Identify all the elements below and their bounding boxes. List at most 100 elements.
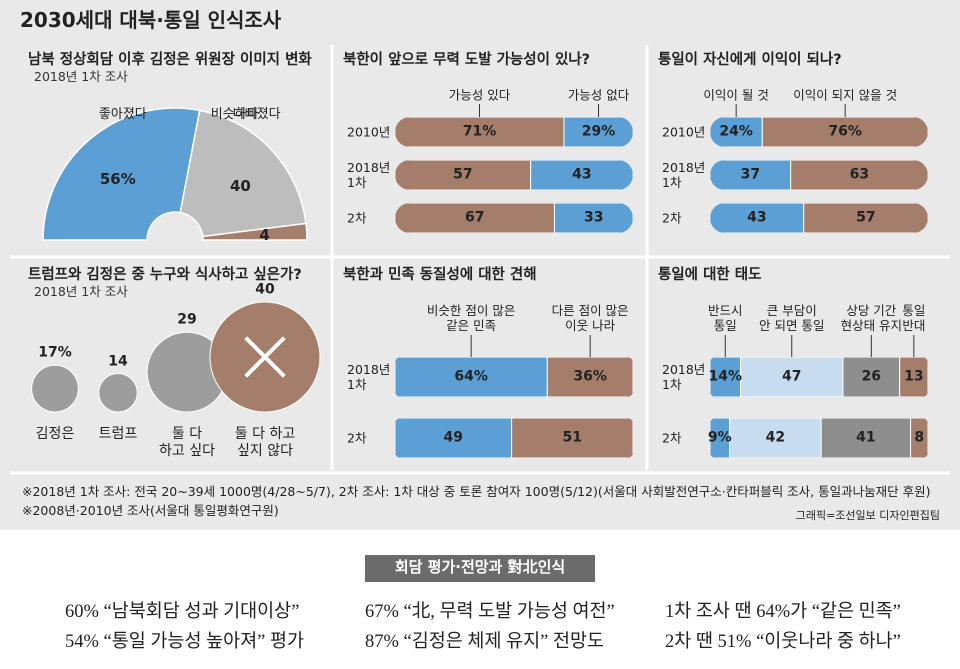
panel-title-block: 북한과 민족 동질성에 대한 견해 (343, 267, 638, 284)
bar-segment (395, 357, 548, 397)
value-label: 37 (740, 166, 761, 183)
category-label: 2018년 1차 (662, 362, 706, 392)
category-label: 2010년 (347, 124, 391, 140)
bar-segment (546, 357, 633, 397)
value-label: 33 (583, 209, 604, 226)
panel-title-block: 북한이 앞으로 무력 도발 가능성이 있나? (343, 52, 638, 69)
value-label: 36% (573, 368, 607, 385)
value-label: 40 (255, 281, 275, 298)
category-label: 2010년 (662, 124, 706, 140)
bar-segment (899, 357, 928, 397)
panel-title-block: 통일이 자신에게 이익이 되나? (658, 52, 953, 69)
value-label: 47 (782, 368, 802, 385)
summary-title: 회담 평가·전망과 對北인식 (394, 558, 566, 576)
bar-segment (803, 203, 928, 233)
note: ※2008년·2010년 조사(서울대 통일평화연구원) (22, 503, 279, 518)
legend-label: 큰 부담이 안 되면 통일 (759, 303, 825, 333)
value-label: 49 (443, 429, 464, 446)
value-label: 43 (747, 209, 767, 226)
value-label: 24% (719, 123, 753, 140)
credit: 그래픽=조선일보 디자인편집팀 (795, 509, 940, 522)
category-label: 트럼프 (98, 426, 138, 442)
bar-segment (563, 117, 633, 147)
legend-label: 다른 점이 많은 이웃 나라 (551, 303, 629, 333)
page-title: 2030세대 대북·통일 인식조사 (20, 8, 282, 32)
panel-title: 통일이 자신에게 이익이 되나? (658, 52, 842, 68)
panel-title: 북한과 민족 동질성에 대한 견해 (343, 267, 537, 283)
summary-item: 54% “통일 가능성 높아져” 평가 (65, 632, 305, 652)
summary-item: 87% “김정은 체제 유지” 전망도 (365, 632, 605, 652)
bar-segment (790, 160, 928, 190)
bar-segment (553, 203, 633, 233)
value-label: 67 (464, 209, 485, 226)
value-label: 8 (914, 429, 925, 446)
value-label: 41 (856, 429, 876, 446)
bubble (31, 364, 79, 413)
bar-segment (511, 418, 633, 458)
value-label: 17% (38, 344, 72, 361)
value-label: 64% (454, 368, 488, 385)
value-label: 51 (562, 429, 583, 446)
panel-subtitle: 2018년 1차 조사 (34, 284, 128, 300)
category-label: 2018년 1차 (662, 160, 706, 190)
category-label: 나빠졌다 (232, 107, 281, 123)
note: ※2018년 1차 조사: 전국 20~39세 1000명(4/28~5/7),… (22, 484, 931, 499)
value-label: 42 (765, 429, 786, 446)
bar-segment (761, 117, 928, 147)
panel-title-block: 남북 정상회담 이후 김정은 위원장 이미지 변화2018년 1차 조사 (28, 52, 323, 87)
value-label: 63 (849, 166, 870, 183)
summary-item: 67% “北, 무력 도발 가능성 여전” (365, 602, 615, 622)
value-label: 57 (453, 166, 473, 183)
legend-label: 가능성 있다 (448, 87, 511, 103)
category-label: 김정은 (35, 426, 75, 442)
pie-slice (42, 107, 201, 241)
category-label: 둘 다 하고 싶다 (159, 426, 215, 459)
legend-label: 통일 반대 (902, 303, 926, 333)
value-label: 9% (707, 429, 732, 446)
value-label: 71% (462, 123, 497, 140)
category-label: 2차 (662, 430, 682, 446)
category-label: 2018년 1차 (347, 160, 391, 190)
pie-slice (201, 222, 308, 241)
legend-label: 이익이 될 것 (703, 87, 769, 103)
panel-title: 북한이 앞으로 무력 도발 가능성이 있나? (343, 52, 591, 68)
legend-label: 상당 기간 현상태 유지 (840, 303, 903, 333)
panel-title: 통일에 대한 태도 (658, 267, 762, 283)
legend-label: 가능성 없다 (567, 87, 630, 103)
bubble (98, 373, 138, 413)
cross-icon (244, 336, 286, 378)
bar-segment (740, 357, 844, 397)
value-label: 43 (572, 166, 592, 183)
panel-title-block: 통일에 대한 태도 (658, 267, 953, 284)
value-label: 29% (581, 123, 616, 140)
value-label: 14% (708, 368, 743, 385)
summary-title-box (365, 555, 595, 582)
value-label: 76% (828, 123, 862, 140)
value-label: 57 (856, 209, 876, 226)
panel-title-block: 트럼프와 김정은 중 누구와 식사하고 싶은가?2018년 1차 조사 (28, 267, 323, 302)
category-label: 비슷하다 (210, 107, 259, 123)
category-label: 2차 (347, 430, 367, 446)
panel-subtitle: 2018년 1차 조사 (34, 69, 128, 85)
summary-item: 2차 땐 51% “이웃나라 중 하나” (665, 632, 901, 652)
value-label: 56% (99, 169, 136, 188)
value-label: 40 (229, 176, 251, 195)
legend-label: 비슷한 점이 많은 같은 민족 (426, 303, 516, 333)
value-label: 26 (861, 368, 882, 385)
bar-segment (530, 160, 633, 190)
summary-item: 1차 조사 땐 64%가 “같은 민족” (665, 602, 901, 622)
category-label: 2차 (662, 210, 682, 226)
category-label: 좋아졌다 (98, 107, 147, 123)
pie-slice (179, 109, 307, 238)
summary-item: 60% “남북회담 성과 기대이상” (65, 602, 300, 622)
category-label: 2차 (347, 210, 367, 226)
legend-label: 이익이 되지 않을 것 (793, 87, 898, 103)
category-label: 2018년 1차 (347, 362, 391, 392)
value-label: 14 (108, 353, 128, 370)
value-label: 29 (177, 311, 197, 328)
value-label: 13 (904, 368, 924, 385)
bar-segment (710, 203, 805, 233)
panel-title: 트럼프와 김정은 중 누구와 식사하고 싶은가? (28, 267, 302, 283)
